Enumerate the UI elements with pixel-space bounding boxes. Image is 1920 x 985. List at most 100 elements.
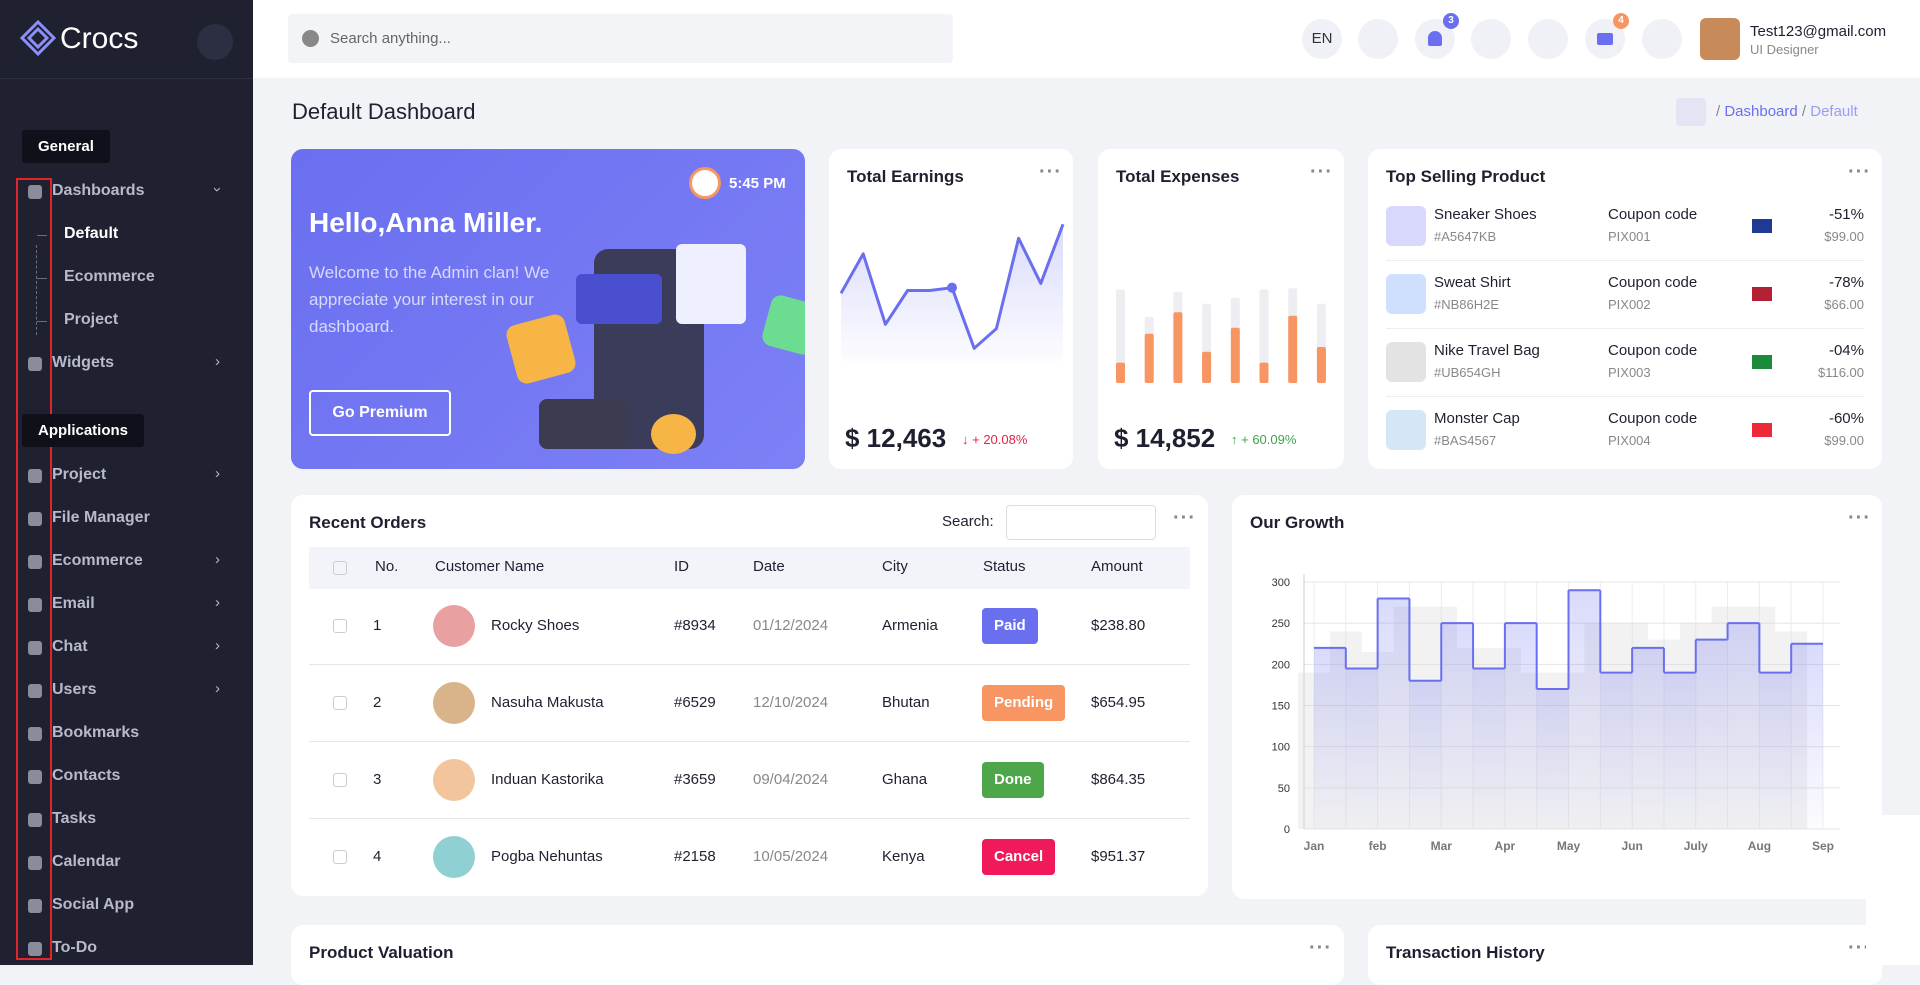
more[interactable]: ··· bbox=[1848, 161, 1871, 183]
nav-item[interactable]: Users bbox=[52, 681, 97, 698]
tree-line bbox=[36, 245, 37, 335]
flag bbox=[1752, 219, 1772, 233]
nav-item[interactable]: File Manager bbox=[52, 509, 150, 526]
coupon-code: PIX004 bbox=[1608, 433, 1651, 448]
tree-branch bbox=[37, 235, 47, 236]
profile-illustration bbox=[539, 399, 629, 449]
breadcrumb: / Dashboard / Default bbox=[1716, 103, 1858, 120]
nav-item[interactable]: Dashboards bbox=[52, 182, 145, 199]
coupon-label: Coupon code bbox=[1608, 342, 1698, 359]
section-label: Applications bbox=[22, 414, 145, 447]
amount: $ 14,852 bbox=[1114, 423, 1216, 453]
nav-item[interactable]: Contacts bbox=[52, 767, 121, 784]
nav-item[interactable]: To-Do bbox=[52, 939, 98, 956]
brand: Crocs bbox=[60, 22, 139, 55]
coupon-label: Coupon code bbox=[1608, 410, 1698, 427]
nav-subitem[interactable]: Default bbox=[64, 225, 119, 242]
section-label: General bbox=[22, 130, 110, 163]
status-badge: Done bbox=[982, 762, 1044, 798]
cart[interactable] bbox=[1642, 19, 1682, 59]
product-name: Monster Cap bbox=[1434, 410, 1520, 427]
status-badge: Pending bbox=[982, 685, 1066, 721]
cell-amount: $238.80 bbox=[1091, 617, 1146, 634]
checkbox[interactable] bbox=[333, 561, 347, 575]
nav-item[interactable]: Ecommerce bbox=[52, 552, 143, 569]
cell-customer: Rocky Shoes bbox=[491, 617, 580, 634]
product-image bbox=[1386, 342, 1426, 382]
product-name: Sweat Shirt bbox=[1434, 274, 1511, 291]
nav-item[interactable]: Chat bbox=[52, 638, 88, 655]
cell-customer: Nasuha Makusta bbox=[491, 694, 604, 711]
checkbox[interactable] bbox=[333, 619, 347, 633]
more[interactable]: ··· bbox=[1848, 507, 1871, 529]
customer-avatar bbox=[433, 605, 475, 647]
nav-item[interactable]: Tasks bbox=[52, 810, 97, 827]
home-icon[interactable] bbox=[1676, 98, 1706, 126]
cell-city: Armenia bbox=[882, 617, 938, 634]
cell-customer: Induan Kastorika bbox=[491, 771, 604, 788]
product-code: #UB654GH bbox=[1434, 365, 1501, 380]
hand-illustration bbox=[760, 293, 805, 357]
logo bbox=[20, 20, 56, 56]
more[interactable]: ··· bbox=[1173, 507, 1196, 529]
product-name: Sneaker Shoes bbox=[1434, 206, 1537, 223]
checkbox[interactable] bbox=[333, 773, 347, 787]
menu-toggle[interactable] bbox=[197, 24, 233, 60]
nav-item[interactable]: Bookmarks bbox=[52, 724, 140, 741]
expenses-card: Total Expenses ··· $ 14,852 ↑ + 60.09% bbox=[1098, 149, 1344, 469]
row-divider bbox=[309, 664, 1190, 665]
cell-no: 4 bbox=[373, 848, 382, 865]
search-input[interactable] bbox=[1006, 505, 1156, 540]
cell-customer: Pogba Nehuntas bbox=[491, 848, 603, 865]
breadcrumb-item: Default bbox=[1810, 103, 1858, 120]
greeting: Hello,Anna Miller. bbox=[309, 207, 543, 238]
discount: -78% bbox=[1828, 274, 1864, 291]
theme[interactable] bbox=[1528, 19, 1568, 59]
user-avatar[interactable] bbox=[1700, 18, 1740, 60]
fullscreen[interactable] bbox=[1358, 19, 1398, 59]
nav-item[interactable]: Email bbox=[52, 595, 95, 612]
nav-subitem[interactable]: Ecommerce bbox=[64, 268, 155, 285]
divider bbox=[0, 78, 253, 79]
checkbox[interactable] bbox=[333, 850, 347, 864]
more[interactable]: ··· bbox=[1309, 937, 1332, 959]
nav-item[interactable]: Project bbox=[52, 466, 107, 483]
tree-branch bbox=[37, 278, 47, 279]
bookmark[interactable] bbox=[1471, 19, 1511, 59]
row-divider bbox=[1386, 396, 1864, 397]
coupon-label: Coupon code bbox=[1608, 206, 1698, 223]
checkbox[interactable] bbox=[333, 696, 347, 710]
valuation-card: Product Valuation ··· bbox=[291, 925, 1344, 985]
clock-icon bbox=[689, 167, 721, 199]
nav-item[interactable]: Social App bbox=[52, 896, 135, 913]
nav-icon bbox=[28, 727, 42, 741]
notification-badge: 3 bbox=[1443, 13, 1459, 29]
transactions-card: Transaction History ··· bbox=[1368, 925, 1882, 985]
price: $99.00 bbox=[1824, 229, 1864, 244]
flag bbox=[1752, 423, 1772, 437]
time: 5:45 PM bbox=[729, 175, 786, 192]
nav-item[interactable]: Widgets bbox=[52, 354, 115, 371]
breadcrumb-item[interactable]: Dashboard bbox=[1724, 103, 1798, 120]
sidebar: Crocs General Dashboards › Default Ecommerce… bbox=[0, 0, 253, 965]
coupon-code: PIX002 bbox=[1608, 297, 1651, 312]
cell-date: 09/04/2024 bbox=[753, 771, 829, 788]
nav-icon bbox=[28, 899, 42, 913]
more[interactable]: ··· bbox=[1310, 161, 1333, 183]
nav-subitem[interactable]: Project bbox=[64, 311, 119, 328]
column-header: Customer Name bbox=[435, 558, 545, 575]
search-box[interactable]: Search anything... bbox=[288, 14, 953, 63]
coupon-label: Coupon code bbox=[1608, 274, 1698, 291]
page-title: Default Dashboard bbox=[292, 99, 476, 124]
premium-button[interactable]: Go Premium bbox=[309, 390, 451, 436]
more[interactable]: ··· bbox=[1848, 937, 1871, 959]
tree-branch bbox=[37, 321, 47, 322]
language[interactable]: EN bbox=[1302, 19, 1342, 59]
cell-date: 01/12/2024 bbox=[753, 617, 829, 634]
price: $99.00 bbox=[1824, 433, 1864, 448]
column-header: ID bbox=[674, 558, 689, 575]
price: $66.00 bbox=[1824, 297, 1864, 312]
card-title: Top Selling Product bbox=[1386, 167, 1546, 186]
nav-item[interactable]: Calendar bbox=[52, 853, 121, 870]
more[interactable]: ··· bbox=[1039, 161, 1062, 183]
